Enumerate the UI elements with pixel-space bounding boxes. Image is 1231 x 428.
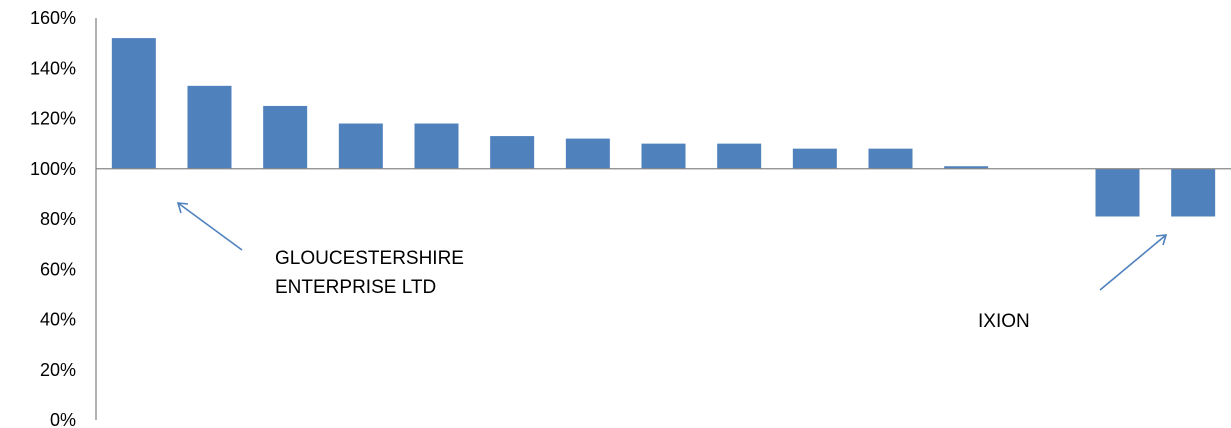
y-tick-label: 120%	[30, 109, 76, 129]
bar	[414, 123, 459, 169]
annotation-arrowhead-ixion	[1155, 234, 1168, 246]
annotation-ixion-label: IXION	[978, 311, 1030, 332]
y-tick-label: 140%	[30, 58, 76, 78]
bar	[338, 123, 383, 169]
annotation-arrow-gloucestershire	[177, 202, 243, 251]
y-axis-tick-labels: 0% 20% 40% 60% 80% 100% 120% 140% 160%	[30, 8, 76, 428]
bar	[565, 138, 610, 169]
bar	[1095, 168, 1140, 217]
bar	[792, 148, 837, 169]
y-tick-label: 80%	[40, 209, 76, 229]
bar	[641, 143, 686, 169]
annotation-gloucestershire-line2: ENTERPRISE LTD	[275, 277, 436, 298]
bar	[868, 148, 913, 169]
bar	[717, 143, 762, 169]
bar	[187, 85, 232, 169]
y-tick-label: 160%	[30, 8, 76, 28]
annotation-ixion: IXION	[978, 234, 1168, 332]
y-tick-label: 60%	[40, 259, 76, 279]
y-tick-label: 40%	[40, 310, 76, 330]
bar	[263, 105, 308, 169]
annotation-arrow-ixion	[1099, 234, 1167, 291]
annotation-arrowhead-gloucestershire	[176, 202, 189, 214]
bars	[111, 38, 1216, 217]
y-tick-label: 20%	[40, 360, 76, 380]
y-tick-label: 100%	[30, 159, 76, 179]
annotation-gloucestershire: GLOUCESTERSHIRE ENTERPRISE LTD	[176, 202, 464, 298]
annotation-gloucestershire-line1: GLOUCESTERSHIRE	[275, 248, 464, 269]
bar	[1171, 168, 1216, 217]
bar	[944, 166, 989, 169]
y-tick-label: 0%	[50, 410, 76, 428]
bar	[490, 136, 535, 169]
bar	[111, 38, 156, 169]
